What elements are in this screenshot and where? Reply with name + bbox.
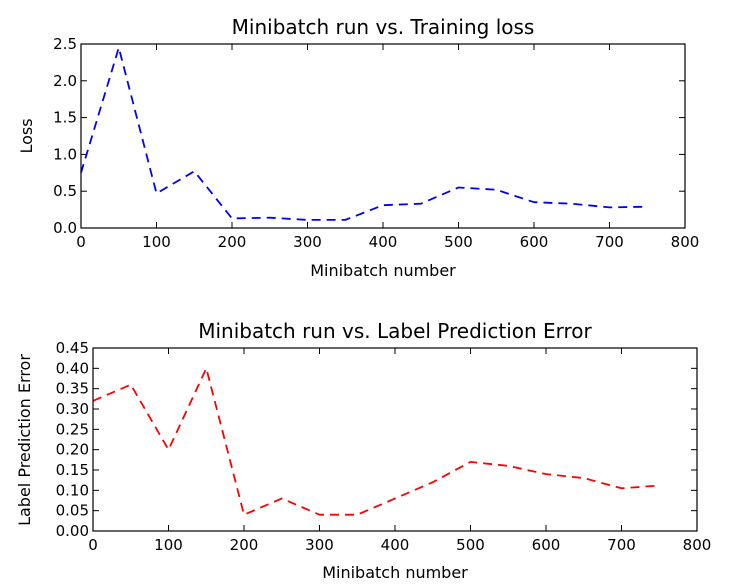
loss-chart-xlabel: Minibatch number xyxy=(310,261,456,280)
error-chart-ytick-label: 0.35 xyxy=(56,380,89,398)
loss-chart-ytick-label: 0.5 xyxy=(53,182,77,200)
loss-chart-xtick-label: 600 xyxy=(520,233,549,251)
error-chart-tick-labels: 0 100 200 300 400 500 600 700 800 0.00 0.05 0.10 0.1… xyxy=(56,339,712,554)
loss-chart-xtick-label: 700 xyxy=(595,233,624,251)
loss-chart-series xyxy=(80,46,648,221)
error-chart-xtick-label: 200 xyxy=(230,536,259,554)
error-chart-ytick-label: 0.40 xyxy=(56,359,89,377)
error-chart-xtick-label: 100 xyxy=(154,536,183,554)
error-chart-xtick-label: 700 xyxy=(607,536,636,554)
loss-chart-ytick-label: 0.0 xyxy=(53,219,77,237)
error-chart-ytick-label: 0.10 xyxy=(56,481,89,499)
error-chart-xtick-label: 600 xyxy=(532,536,561,554)
loss-chart-ytick-label: 1.0 xyxy=(53,145,77,163)
error-chart-xlabel: Minibatch number xyxy=(322,563,468,582)
error-chart-ytick-label: 0.45 xyxy=(56,339,89,357)
loss-chart: Minibatch run vs. Training loss Minibatc… xyxy=(17,15,699,280)
loss-chart-ylabel: Loss xyxy=(17,118,36,153)
error-chart-ytick-label: 0.30 xyxy=(56,400,89,418)
loss-chart-frame xyxy=(80,43,686,229)
error-chart-title: Minibatch run vs. Label Prediction Error xyxy=(198,319,592,343)
loss-chart-xtick-label: 200 xyxy=(218,233,247,251)
loss-chart-series-line xyxy=(80,46,648,221)
error-chart-ytick-label: 0.15 xyxy=(56,461,89,479)
loss-chart-ticks xyxy=(80,43,686,229)
loss-chart-ytick-label: 2.5 xyxy=(53,35,77,53)
error-chart-ytick-label: 0.05 xyxy=(56,502,89,520)
loss-chart-xtick-label: 500 xyxy=(444,233,473,251)
loss-chart-xtick-label: 400 xyxy=(369,233,398,251)
error-chart-series-line xyxy=(92,367,660,516)
loss-chart-xtick-label: 0 xyxy=(76,233,86,251)
loss-chart-tick-labels: 0 100 200 300 400 500 600 700 800 0.0 0.5 1.0 1.5 2.0… xyxy=(53,35,699,251)
loss-chart-ytick-label: 1.5 xyxy=(53,109,77,127)
error-chart-ytick-label: 0.00 xyxy=(56,522,89,540)
loss-chart-title: Minibatch run vs. Training loss xyxy=(232,15,535,39)
error-chart-ytick-label: 0.25 xyxy=(56,420,89,438)
error-chart: Minibatch run vs. Label Prediction Error… xyxy=(15,319,711,582)
error-chart-xtick-label: 800 xyxy=(683,536,712,554)
error-chart-frame xyxy=(92,347,698,532)
error-chart-xtick-label: 0 xyxy=(88,536,98,554)
error-chart-ylabel: Label Prediction Error xyxy=(15,354,34,526)
error-chart-ytick-label: 0.20 xyxy=(56,441,89,459)
error-chart-xtick-label: 300 xyxy=(305,536,334,554)
error-chart-xtick-label: 500 xyxy=(456,536,485,554)
loss-chart-xtick-label: 300 xyxy=(293,233,322,251)
error-chart-series xyxy=(92,367,660,516)
error-chart-xtick-label: 400 xyxy=(381,536,410,554)
error-chart-ticks xyxy=(92,347,698,532)
loss-chart-xtick-label: 100 xyxy=(142,233,171,251)
loss-chart-ytick-label: 2.0 xyxy=(53,72,77,90)
loss-chart-xtick-label: 800 xyxy=(671,233,700,251)
